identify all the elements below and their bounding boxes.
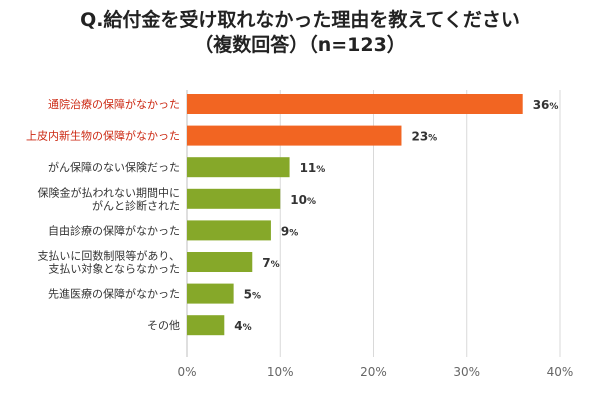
value-label: 23%: [411, 130, 437, 144]
value-label: 4%: [234, 319, 251, 333]
category-label: 上皮内新生物の保障がなかった: [26, 129, 180, 143]
bar: [187, 188, 281, 209]
bar: [187, 283, 234, 304]
value-label: 5%: [244, 288, 261, 302]
category-label: 通院治療の保障がなかった: [48, 97, 180, 111]
category-label: その他: [147, 319, 180, 332]
category-label: がん保障のない保険だった: [48, 160, 180, 174]
x-tick-label: 40%: [547, 365, 574, 379]
x-tick-label: 30%: [453, 365, 480, 379]
bar: [187, 220, 271, 241]
chart-title-line2: （複数回答）（n=123）: [194, 34, 406, 56]
bar: [187, 252, 253, 272]
category-label: 支払いに回数制限等があり、支払い対象とならなかった: [37, 249, 180, 276]
value-label: 11%: [300, 161, 326, 175]
value-label: 7%: [262, 256, 279, 270]
value-label: 10%: [290, 193, 316, 207]
bar: [187, 315, 225, 336]
chart-title: Q.給付金を受け取れなかった理由を教えてください （複数回答）（n=123）: [0, 8, 600, 58]
bar: [187, 125, 402, 146]
category-label: 保険金が払われない期間中にがんと診断された: [38, 185, 180, 212]
bar: [187, 157, 290, 178]
chart-title-line1: Q.給付金を受け取れなかった理由を教えてください: [80, 9, 520, 31]
x-tick-label: 10%: [267, 365, 294, 379]
x-tick-label: 20%: [360, 365, 387, 379]
x-tick-label: 0%: [177, 365, 196, 379]
category-label: 自由診療の保障がなかった: [48, 223, 180, 237]
category-label: 先進医療の保障がなかった: [48, 287, 180, 301]
value-label: 36%: [533, 98, 559, 112]
value-label: 9%: [281, 224, 298, 238]
bar: [187, 94, 523, 114]
